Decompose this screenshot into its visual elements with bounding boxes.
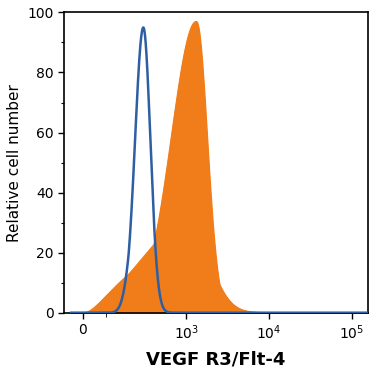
X-axis label: VEGF R3/Flt-4: VEGF R3/Flt-4	[147, 350, 286, 368]
Y-axis label: Relative cell number: Relative cell number	[7, 84, 22, 242]
